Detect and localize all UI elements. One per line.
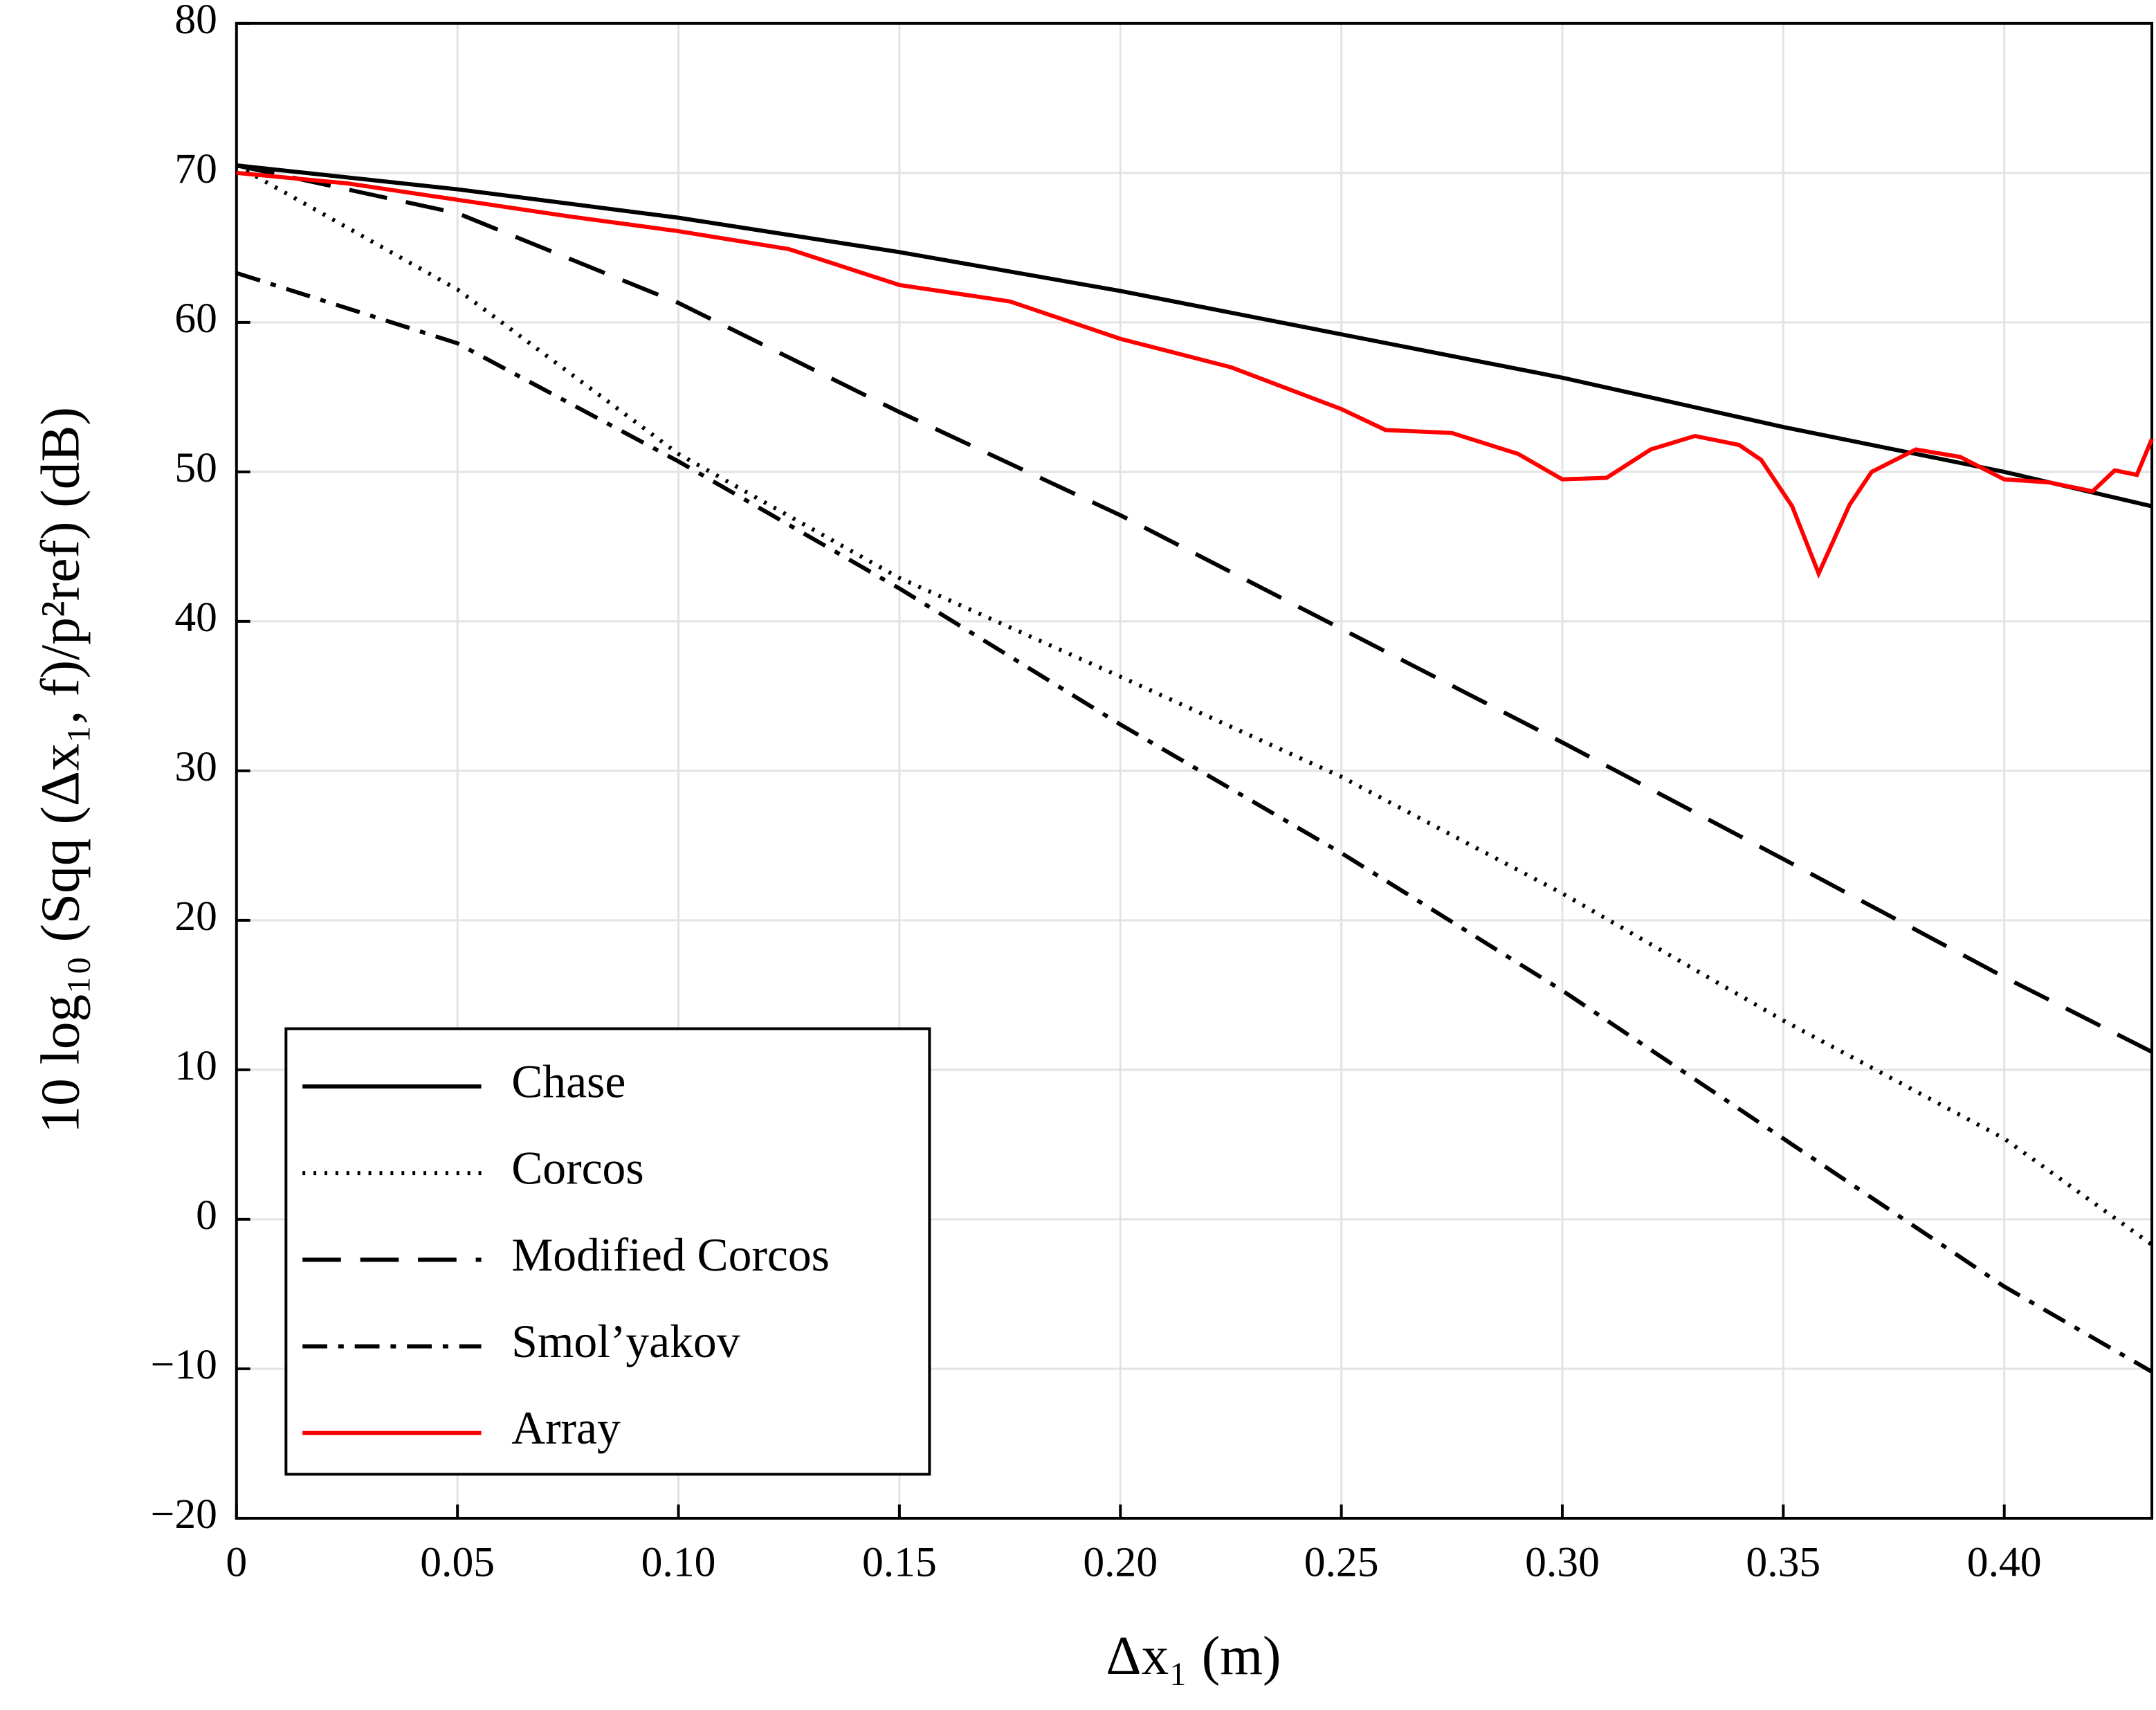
line-series [235, 163, 2153, 1247]
x-tick-label: 0.15 [862, 1539, 937, 1586]
legend-label: Modified Corcos [511, 1229, 830, 1281]
line-series [236, 170, 2154, 579]
x-tick-label: 0.10 [641, 1539, 716, 1586]
x-tick-label: 0.25 [1304, 1539, 1379, 1586]
x-tick-label: 0.30 [1525, 1539, 1600, 1586]
legend-label: Corcos [511, 1143, 643, 1194]
y-tick-label: 20 [174, 893, 217, 940]
x-axis-label: Δx₁ (m) [1106, 1626, 1281, 1686]
x-tick-label: 0 [226, 1539, 247, 1586]
x-tick-label: 0.40 [1967, 1539, 2042, 1586]
line-series [236, 163, 2153, 509]
plot-frame [235, 21, 2154, 1520]
y-axis-label: 10 log₁₀ (Sqq (Δx₁, f)/p²ref) (dB) [30, 407, 91, 1134]
y-tick-label: 50 [174, 444, 217, 491]
legend-box [284, 1027, 931, 1476]
y-tick-label: 10 [174, 1042, 217, 1089]
legend-label: Chase [511, 1055, 625, 1107]
y-tick-label: −20 [151, 1491, 217, 1538]
legend-label: Array [511, 1402, 621, 1454]
y-tick-label: 40 [174, 594, 217, 641]
y-tick-label: −10 [151, 1341, 217, 1388]
y-tick-label: 30 [174, 743, 217, 790]
x-tick-label: 0.35 [1746, 1539, 1820, 1586]
y-tick-label: 80 [174, 0, 217, 43]
y-tick-label: 0 [196, 1192, 217, 1239]
legend-label: Smol’yakov [511, 1316, 740, 1367]
line-series [236, 163, 2153, 1054]
y-tick-label: 60 [174, 295, 217, 342]
x-tick-label: 0.20 [1083, 1539, 1158, 1586]
x-tick-label: 0.05 [420, 1539, 495, 1586]
y-tick-label: 70 [174, 145, 217, 192]
